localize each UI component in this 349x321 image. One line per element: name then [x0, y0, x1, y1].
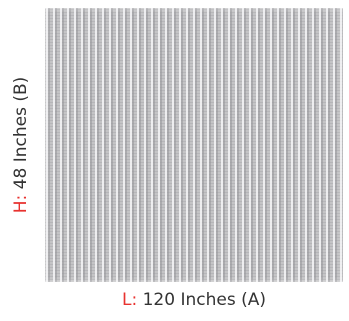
length-label: L: 120 Inches (A)	[45, 290, 343, 310]
height-value: 48 Inches (B)	[11, 76, 31, 195]
height-prefix: H:	[11, 194, 31, 214]
height-dimension: H: 48 Inches (B)	[4, 8, 38, 282]
height-label: H: 48 Inches (B)	[11, 77, 31, 214]
swatch-highlight	[45, 8, 343, 282]
fabric-swatch	[45, 8, 343, 282]
length-value: 120 Inches (A)	[137, 290, 266, 310]
length-prefix: L:	[122, 290, 138, 310]
